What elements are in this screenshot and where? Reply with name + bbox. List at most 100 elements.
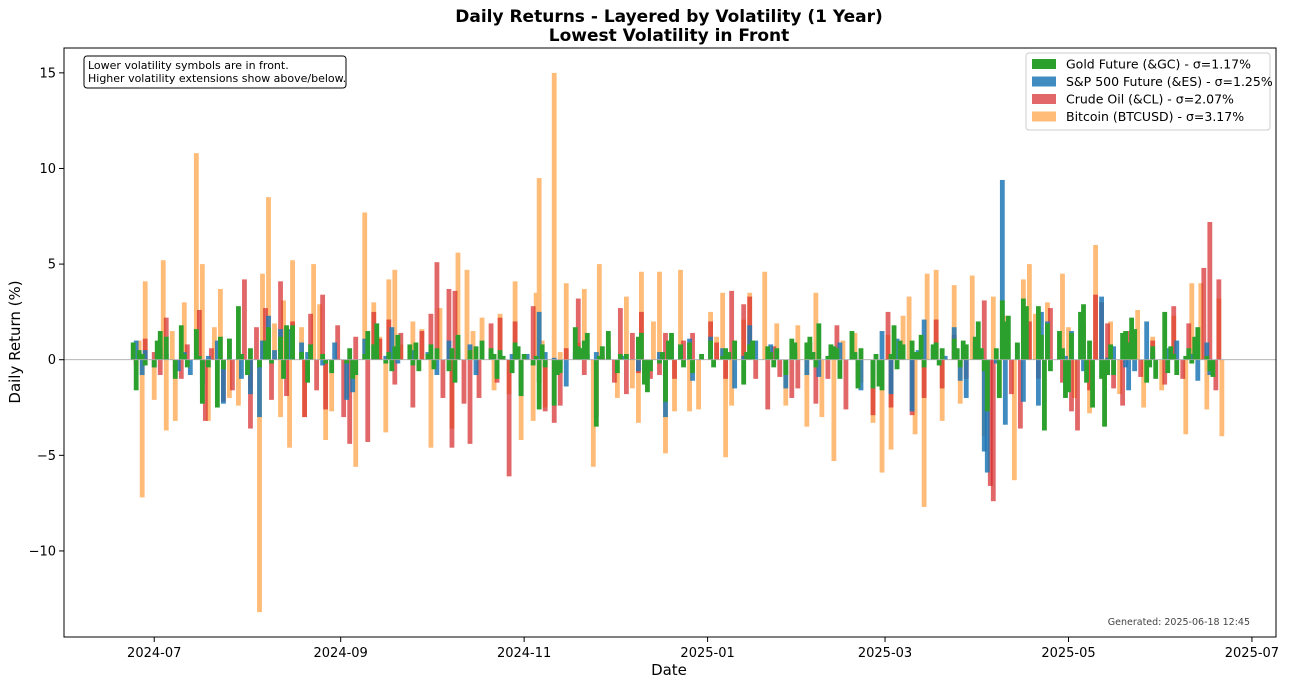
bar-series-3-46 xyxy=(374,323,380,360)
bar-series-1-126 xyxy=(1162,359,1168,385)
bar-series-3-127 xyxy=(789,338,795,360)
bar-series-0-3 xyxy=(151,359,157,400)
bar-series-1-124 xyxy=(1138,359,1144,377)
bar-series-0-112 xyxy=(969,275,975,360)
bar-series-2-81 xyxy=(888,359,894,395)
bar-series-1-81 xyxy=(753,359,759,379)
x-tick-label-2: 2024-11 xyxy=(497,646,551,661)
bar-series-0-96 xyxy=(840,340,846,360)
bar-series-0-77 xyxy=(672,359,677,412)
bar-series-3-142 xyxy=(858,348,864,360)
bar-series-2-119 xyxy=(1195,359,1201,381)
bar-series-1-82 xyxy=(765,359,771,410)
bar-series-0-111 xyxy=(957,359,963,404)
bar-series-3-153 xyxy=(912,352,918,360)
bar-series-1-53 xyxy=(530,306,536,360)
legend-swatch-1 xyxy=(1032,76,1056,87)
bar-series-1-91 xyxy=(843,359,849,410)
bar-series-3-53 xyxy=(410,359,416,366)
y-tick-label-5: −10 xyxy=(29,544,56,559)
bar-series-3-62 xyxy=(452,359,458,383)
bar-series-3-64 xyxy=(467,350,473,360)
bar-series-3-130 xyxy=(807,336,813,360)
bar-series-3-125 xyxy=(774,348,780,360)
bar-series-0-21 xyxy=(266,197,271,360)
generated-timestamp: Generated: 2025-06-18 12:45 xyxy=(1108,617,1250,628)
bar-series-1-35 xyxy=(398,332,404,360)
bar-series-3-133 xyxy=(816,323,822,360)
bar-series-1-21 xyxy=(302,359,307,418)
bar-series-3-67 xyxy=(488,348,494,360)
bar-series-3-185 xyxy=(1060,348,1065,360)
bar-series-3-78 xyxy=(533,355,539,360)
bar-series-1-65 xyxy=(623,359,629,395)
x-tick-label-5: 2025-05 xyxy=(1041,646,1095,661)
bar-series-3-86 xyxy=(575,346,581,360)
bar-series-1-13 xyxy=(242,279,247,360)
bar-series-1-60 xyxy=(581,359,587,376)
bar-series-3-82 xyxy=(551,359,557,406)
annotation-box: Lower volatility symbols are in front. H… xyxy=(83,55,347,89)
bar-series-0-75 xyxy=(657,271,662,360)
bar-series-3-28 xyxy=(269,359,274,364)
bar-series-0-51 xyxy=(491,359,497,391)
chart-title: Daily Returns - Layered by Volatility (1… xyxy=(455,7,883,27)
bar-series-3-126 xyxy=(783,359,789,376)
bar-series-1-37 xyxy=(419,331,425,360)
bar-series-3-207 xyxy=(1153,359,1159,379)
bar-series-3-202 xyxy=(1129,317,1135,360)
bar-series-2-107 xyxy=(1099,296,1104,360)
bar-series-0-138 xyxy=(1198,283,1204,360)
bar-series-2-24 xyxy=(320,359,326,366)
bar-series-3-218 xyxy=(1204,355,1210,360)
bar-series-3-8 xyxy=(163,336,169,360)
bar-series-0-22 xyxy=(272,323,277,360)
bar-series-0-47 xyxy=(455,252,461,360)
y-tick-label-4: −5 xyxy=(37,449,56,464)
bar-series-3-145 xyxy=(876,359,882,387)
bar-series-0-74 xyxy=(651,321,656,360)
bar-series-2-26 xyxy=(344,359,350,400)
bar-series-3-219 xyxy=(1207,359,1213,372)
bar-series-3-176 xyxy=(1014,342,1020,360)
bar-series-3-31 xyxy=(284,325,289,360)
bar-series-2-113 xyxy=(1144,321,1150,360)
bar-series-3-87 xyxy=(578,348,584,360)
bar-series-0-117 xyxy=(1011,359,1017,481)
bar-series-2-21 xyxy=(287,329,292,360)
bar-series-3-163 xyxy=(957,359,963,368)
bar-series-3-131 xyxy=(810,352,816,360)
bar-series-0-1 xyxy=(139,359,145,498)
bar-series-3-119 xyxy=(744,352,750,360)
bar-series-0-26 xyxy=(290,260,295,360)
bar-series-3-178 xyxy=(1023,306,1029,360)
bar-series-3-211 xyxy=(1171,353,1177,360)
bar-series-2-68 xyxy=(753,340,759,360)
bar-series-1-33 xyxy=(386,319,392,360)
bar-series-0-119 xyxy=(1026,264,1032,360)
bar-series-3-204 xyxy=(1144,359,1150,383)
bar-series-1-72 xyxy=(672,359,677,379)
legend-label-2: Crude Oil (&CL) - σ=2.07% xyxy=(1066,92,1234,107)
bar-series-3-37 xyxy=(323,359,329,364)
bar-series-3-140 xyxy=(852,352,858,360)
bar-series-3-0 xyxy=(130,342,136,360)
bar-series-2-0 xyxy=(133,340,139,360)
bar-series-0-12 xyxy=(199,264,205,360)
bar-series-1-27 xyxy=(341,359,347,418)
bar-series-2-94 xyxy=(984,359,990,473)
bar-series-0-95 xyxy=(831,359,837,462)
bar-series-0-42 xyxy=(410,321,416,360)
bar-series-3-144 xyxy=(873,353,879,360)
bar-series-3-59 xyxy=(434,348,440,360)
bar-series-0-139 xyxy=(1204,359,1210,410)
y-tick-label-2: 5 xyxy=(48,258,56,273)
bar-series-0-24 xyxy=(281,300,286,360)
bar-series-2-35 xyxy=(434,359,440,376)
bar-series-1-26 xyxy=(335,325,341,360)
bar-series-0-132 xyxy=(1141,359,1147,408)
bar-series-0-128 xyxy=(1108,321,1113,360)
bar-series-0-94 xyxy=(819,359,825,418)
bar-series-3-3 xyxy=(139,353,145,360)
bar-series-3-147 xyxy=(888,353,894,360)
